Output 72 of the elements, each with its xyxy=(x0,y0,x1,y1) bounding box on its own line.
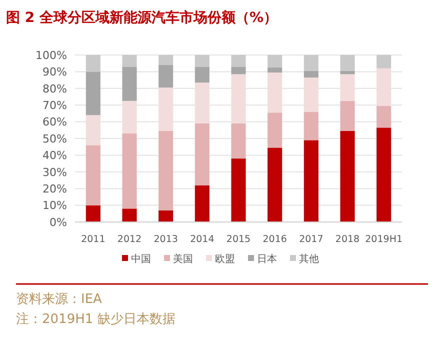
x-tick-label: 2019H1 xyxy=(365,234,403,245)
bar xyxy=(158,65,174,88)
bar xyxy=(158,55,174,66)
bar xyxy=(86,145,100,206)
bar xyxy=(231,55,246,67)
bar xyxy=(194,185,210,222)
bar xyxy=(268,55,282,68)
bar xyxy=(376,106,392,128)
legend-label: 其他 xyxy=(299,253,319,265)
bar xyxy=(376,68,392,106)
bar xyxy=(304,70,318,78)
chart-title: 图 2 全球分区域新能源汽车市场份额（%） xyxy=(6,9,278,26)
x-tick-label: 2014 xyxy=(190,234,214,245)
bar xyxy=(304,140,318,222)
bar xyxy=(304,55,318,71)
y-tick-label: 90% xyxy=(42,66,67,79)
y-tick-label: 20% xyxy=(42,182,67,196)
bar xyxy=(86,205,100,222)
y-tick-label: 30% xyxy=(42,166,67,179)
y-tick-label: 0% xyxy=(50,216,67,229)
bar xyxy=(268,68,282,73)
bar xyxy=(376,128,392,222)
bar xyxy=(86,72,100,116)
bar xyxy=(194,82,210,124)
bar xyxy=(340,100,355,131)
x-tick-label: 2015 xyxy=(226,234,251,245)
bar xyxy=(304,78,318,112)
x-tick-label: 2013 xyxy=(154,234,178,245)
y-tick-label: 60% xyxy=(42,116,67,129)
y-tick-label: 40% xyxy=(42,149,67,162)
bar xyxy=(122,55,137,67)
bar xyxy=(122,66,137,101)
y-tick-label: 70% xyxy=(42,98,67,112)
y-tick-label: 10% xyxy=(42,199,67,212)
bar xyxy=(340,74,355,101)
bar xyxy=(122,208,137,222)
legend-label: 日本 xyxy=(257,253,277,265)
y-tick-label: 100% xyxy=(36,48,67,62)
bar xyxy=(231,66,246,74)
legend-label: 中国 xyxy=(131,253,151,265)
y-tick-label: 80% xyxy=(42,82,67,96)
bar xyxy=(194,123,210,186)
bar xyxy=(122,100,137,134)
bar xyxy=(268,148,282,222)
bar xyxy=(340,70,355,74)
x-tick-label: 2017 xyxy=(299,234,324,245)
x-tick-label: 2012 xyxy=(117,234,142,245)
bar xyxy=(158,88,174,131)
bar xyxy=(122,133,137,209)
bar xyxy=(231,74,246,124)
bar xyxy=(194,66,210,83)
bar xyxy=(158,210,174,222)
bar xyxy=(340,55,355,71)
y-tick-label: 50% xyxy=(42,132,67,146)
text: 资料来源：IEA xyxy=(16,292,102,307)
legend-label: 美国 xyxy=(173,253,193,265)
bar xyxy=(158,130,174,210)
bar xyxy=(194,55,210,67)
x-tick-label: 2016 xyxy=(262,234,287,245)
bar xyxy=(231,158,246,222)
bar xyxy=(231,123,246,159)
bar xyxy=(376,55,392,68)
legend-label: 欧盟 xyxy=(215,253,235,265)
bar xyxy=(86,115,100,146)
bar xyxy=(268,112,282,148)
bar xyxy=(86,55,100,72)
text: 注：2019H1 缺少日本数据 xyxy=(16,312,176,327)
x-tick-label: 2018 xyxy=(335,234,360,245)
bar xyxy=(304,112,318,140)
bar xyxy=(268,72,282,113)
bar xyxy=(340,130,355,222)
x-tick-label: 2011 xyxy=(81,234,106,245)
